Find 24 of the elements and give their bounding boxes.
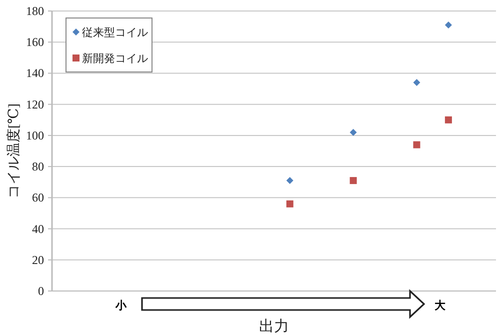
y-tick-label: 40: [32, 222, 44, 236]
y-tick-label: 160: [26, 35, 44, 50]
point: [444, 116, 452, 124]
y-axis-title: コイル温度[℃]: [6, 104, 22, 198]
legend-label: 従来型コイル: [82, 26, 148, 39]
y-tick-label: 180: [26, 4, 44, 18]
y-tick-label: 60: [32, 190, 44, 205]
y-tick-label: 120: [26, 97, 44, 112]
legend-label: 新開発コイル: [82, 52, 148, 65]
text: 大: [434, 299, 446, 312]
point: [413, 79, 420, 86]
point: [350, 177, 357, 184]
y-tick-label: 100: [26, 128, 44, 142]
y-tick-label: 140: [26, 66, 44, 80]
y-tick-label: 80: [32, 160, 44, 174]
point: [286, 200, 294, 208]
text: 小: [114, 299, 128, 312]
point: [444, 22, 452, 28]
point: [413, 141, 420, 148]
point: [286, 177, 294, 184]
x-axis-title: 出力: [259, 318, 289, 335]
y-tick-label: 0: [38, 284, 44, 298]
y-tick-label: 20: [32, 252, 44, 267]
point: [350, 128, 357, 136]
